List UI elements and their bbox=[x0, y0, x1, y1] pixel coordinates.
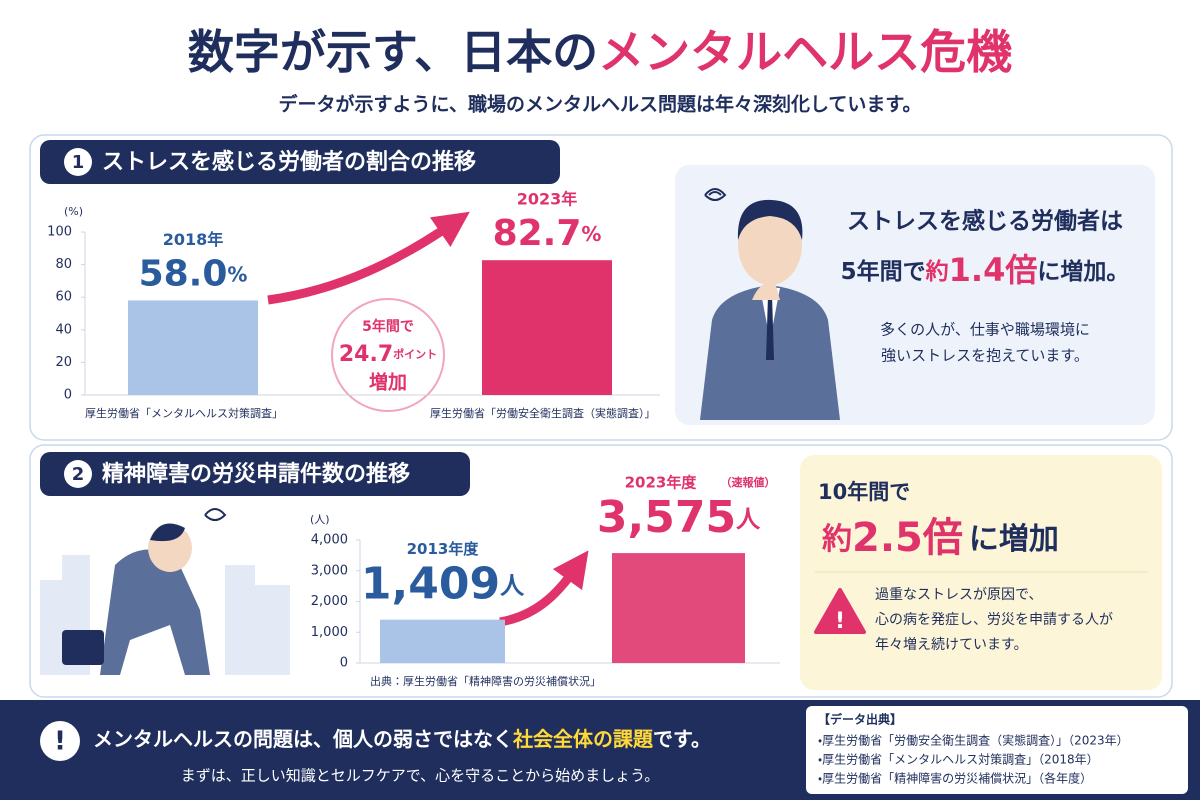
title-highlight: メンタルヘルス危機 bbox=[598, 25, 1012, 79]
value-label: 3,575人 bbox=[597, 492, 761, 543]
bar bbox=[482, 260, 612, 395]
section-number-badge bbox=[64, 460, 92, 488]
sources-box bbox=[806, 706, 1188, 794]
annotation-value: 24.7 bbox=[339, 342, 393, 367]
bar bbox=[128, 300, 258, 395]
y-tick-label: 40 bbox=[55, 322, 72, 337]
summary-text: に増加。 bbox=[1037, 258, 1129, 285]
annotation-value-line: 24.7ポイント bbox=[339, 342, 437, 367]
trend-arrow bbox=[267, 211, 470, 305]
summary-line: 5年間で約1.4倍に増加。 bbox=[841, 251, 1130, 289]
value-label-part: 人 bbox=[735, 505, 761, 533]
value-label: 58.0% bbox=[139, 253, 248, 294]
summary-line: 10年間で bbox=[818, 480, 910, 504]
bar bbox=[380, 619, 505, 663]
summary-note: 多くの人が、仕事や職場環境に bbox=[880, 321, 1090, 339]
source-note: 厚生労働省「労働安全衛生調査（実態調査）」 bbox=[430, 406, 656, 420]
section-heading-bg bbox=[40, 140, 560, 184]
summary-highlight: 1.4倍 bbox=[949, 251, 1038, 289]
value-label-part: 1,409 bbox=[361, 559, 500, 610]
summary-highlight: 2.5倍 bbox=[852, 515, 963, 561]
summary-note: 強いストレスを抱えています。 bbox=[881, 347, 1089, 365]
warning-text: 過重なストレスが原因で、 bbox=[875, 587, 1042, 603]
y-axis-unit: (人) bbox=[310, 513, 330, 526]
summary-text: 5年間で bbox=[841, 258, 926, 285]
subtitle: データが示すように、職場のメンタルヘルス問題は年々深刻化しています。 bbox=[279, 93, 922, 116]
y-tick-label: 80 bbox=[55, 257, 72, 272]
warning-icon bbox=[814, 588, 866, 634]
y-tick-label: 3,000 bbox=[311, 563, 348, 578]
distressed-person-illustration bbox=[40, 508, 290, 675]
worried-person-illustration bbox=[700, 188, 840, 420]
warning-mark: ! bbox=[835, 609, 845, 634]
value-label-part: 58.0 bbox=[139, 253, 228, 294]
footer-text: メンタルヘルスの問題は、個人の弱さではなく bbox=[93, 727, 513, 751]
footer-message: メンタルヘルスの問題は、個人の弱さではなく社会全体の課題です。 bbox=[93, 727, 711, 751]
value-label: 1,409人 bbox=[361, 559, 525, 610]
y-axis-unit: (%) bbox=[64, 205, 83, 218]
category-label: 2018年 bbox=[163, 230, 224, 249]
y-tick-label: 20 bbox=[55, 355, 72, 370]
footer-icon bbox=[40, 721, 80, 761]
y-tick-label: 4,000 bbox=[311, 533, 348, 548]
summary-text: 約 bbox=[822, 522, 852, 557]
section-heading: ストレスを感じる労働者の割合の推移 bbox=[102, 149, 476, 175]
value-label-part: 人 bbox=[499, 572, 525, 600]
y-tick-label: 1,000 bbox=[311, 625, 348, 640]
warning-text: 心の病を発症し、労災を申請する人が bbox=[875, 612, 1113, 628]
value-label-part: % bbox=[227, 262, 247, 286]
source-note: 厚生労働省「メンタルヘルス対策調査」 bbox=[85, 406, 283, 420]
category-label: 2023年度 bbox=[625, 474, 697, 492]
category-label: 2023年 bbox=[517, 190, 578, 209]
trend-arrow bbox=[499, 550, 589, 627]
source-item: ・厚生労働省「労働安全衛生調査（実態調査）」（2023年） bbox=[818, 734, 1129, 748]
title: 数字が示す、日本のメンタルヘルス危機 bbox=[188, 25, 1012, 79]
sources-title: 【データ出典】 bbox=[818, 712, 902, 727]
source-item: ・厚生労働省「メンタルヘルス対策調査」（2018年） bbox=[818, 753, 1099, 767]
section-heading: 精神障害の労災申請件数の推移 bbox=[102, 461, 410, 487]
annotation-lead: 5年間で bbox=[362, 318, 414, 335]
footer-highlight: 社会全体の課題 bbox=[512, 727, 654, 751]
section-number-badge bbox=[64, 148, 92, 176]
section-heading-bg bbox=[40, 452, 470, 496]
y-tick-label: 60 bbox=[55, 290, 72, 305]
annotation-tail: 増加 bbox=[369, 371, 407, 394]
summary-line: ストレスを感じる労働者は bbox=[847, 208, 1123, 235]
annotation-unit: ポイント bbox=[393, 347, 437, 361]
footer-icon-mark: ! bbox=[54, 727, 66, 757]
category-note: （速報値） bbox=[721, 475, 776, 489]
value-label-part: 82.7 bbox=[493, 213, 582, 254]
value-label: 82.7% bbox=[493, 213, 602, 254]
footer-text: です。 bbox=[653, 727, 711, 751]
y-tick-label: 2,000 bbox=[311, 594, 348, 609]
source-item: ・厚生労働省「精神障害の労災補償状況」（各年度） bbox=[818, 771, 1092, 786]
footer-sub: まずは、正しい知識とセルフケアで、心を守ることから始めましょう。 bbox=[181, 767, 660, 785]
y-tick-label: 0 bbox=[340, 656, 348, 671]
annotation-circle bbox=[331, 298, 445, 412]
value-label-part: 3,575 bbox=[597, 492, 736, 543]
summary-text: に増加 bbox=[969, 522, 1059, 557]
summary-line: 約2.5倍 に増加 bbox=[822, 515, 1059, 561]
value-label-part: % bbox=[581, 222, 601, 246]
y-tick-label: 0 bbox=[64, 388, 72, 403]
source-note: 出典：厚生労働省「精神障害の労災補償状況」 bbox=[370, 674, 601, 688]
y-tick-label: 100 bbox=[47, 225, 72, 240]
summary-text: 約 bbox=[925, 258, 949, 285]
warning-text: 年々増え続けています。 bbox=[875, 636, 1028, 653]
section-number: 1 bbox=[72, 152, 85, 173]
title-main: 数字が示す、日本の bbox=[188, 25, 598, 79]
bar bbox=[612, 553, 745, 663]
category-label: 2013年度 bbox=[407, 540, 479, 558]
section-number: 2 bbox=[72, 464, 85, 485]
